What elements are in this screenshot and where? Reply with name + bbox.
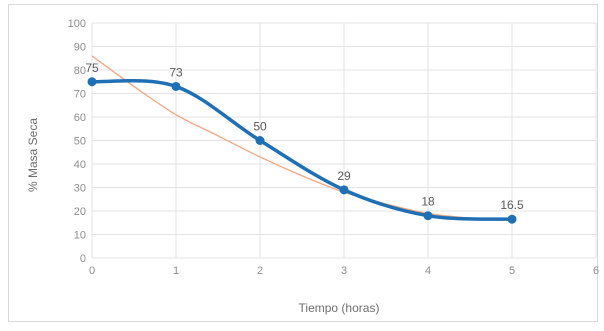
data-point	[507, 214, 517, 224]
y-tick-label: 70	[74, 89, 86, 101]
data-label: 75	[85, 61, 99, 75]
data-point	[339, 185, 349, 195]
data-label: 29	[337, 169, 351, 183]
series-layer	[87, 77, 517, 224]
y-tick-label: 0	[80, 253, 86, 265]
x-tick-label: 0	[89, 265, 95, 277]
chart-frame: 0 10 20 30 40 50 60 70 80 90 100 0 1 2 3 4 5 6 75 73 50 29 18…	[8, 4, 599, 322]
series-line	[90, 78, 514, 221]
y-tick-label: 60	[74, 112, 86, 124]
data-label: 18	[421, 195, 435, 209]
data-label: 50	[253, 120, 267, 134]
x-tick-label: 1	[173, 265, 179, 277]
data-point	[423, 211, 433, 221]
x-tick-label: 6	[593, 265, 599, 277]
x-tick-label: 4	[425, 265, 431, 277]
gridlines	[91, 22, 597, 259]
y-tick-label: 90	[74, 42, 86, 54]
y-tick-label: 10	[74, 230, 86, 242]
x-tick-label: 2	[257, 265, 263, 277]
y-tick-label: 20	[74, 206, 86, 218]
data-labels: 75 73 50 29 18 16.5	[85, 61, 524, 212]
y-axis-title: % Masa Seca	[26, 118, 40, 192]
data-label: 16.5	[500, 198, 524, 212]
line-chart: 0 10 20 30 40 50 60 70 80 90 100 0 1 2 3 4 5 6 75 73 50 29 18…	[26, 18, 599, 315]
axes: 0 10 20 30 40 50 60 70 80 90 100 0 1 2 3 4 5 6	[68, 18, 599, 277]
y-tick-label: 100	[68, 18, 86, 30]
data-label: 73	[169, 65, 183, 79]
data-point	[171, 81, 181, 91]
data-point	[255, 136, 265, 145]
y-tick-label: 50	[74, 136, 86, 148]
y-tick-label: 40	[74, 159, 86, 171]
y-tick-label: 80	[74, 65, 86, 77]
x-tick-label: 5	[509, 265, 515, 277]
x-tick-label: 3	[341, 265, 347, 277]
trendline	[91, 55, 513, 222]
x-axis-title: Tiempo (horas)	[299, 301, 380, 315]
y-tick-label: 30	[74, 183, 86, 195]
data-point	[87, 77, 97, 87]
trendline-layer	[91, 55, 513, 222]
